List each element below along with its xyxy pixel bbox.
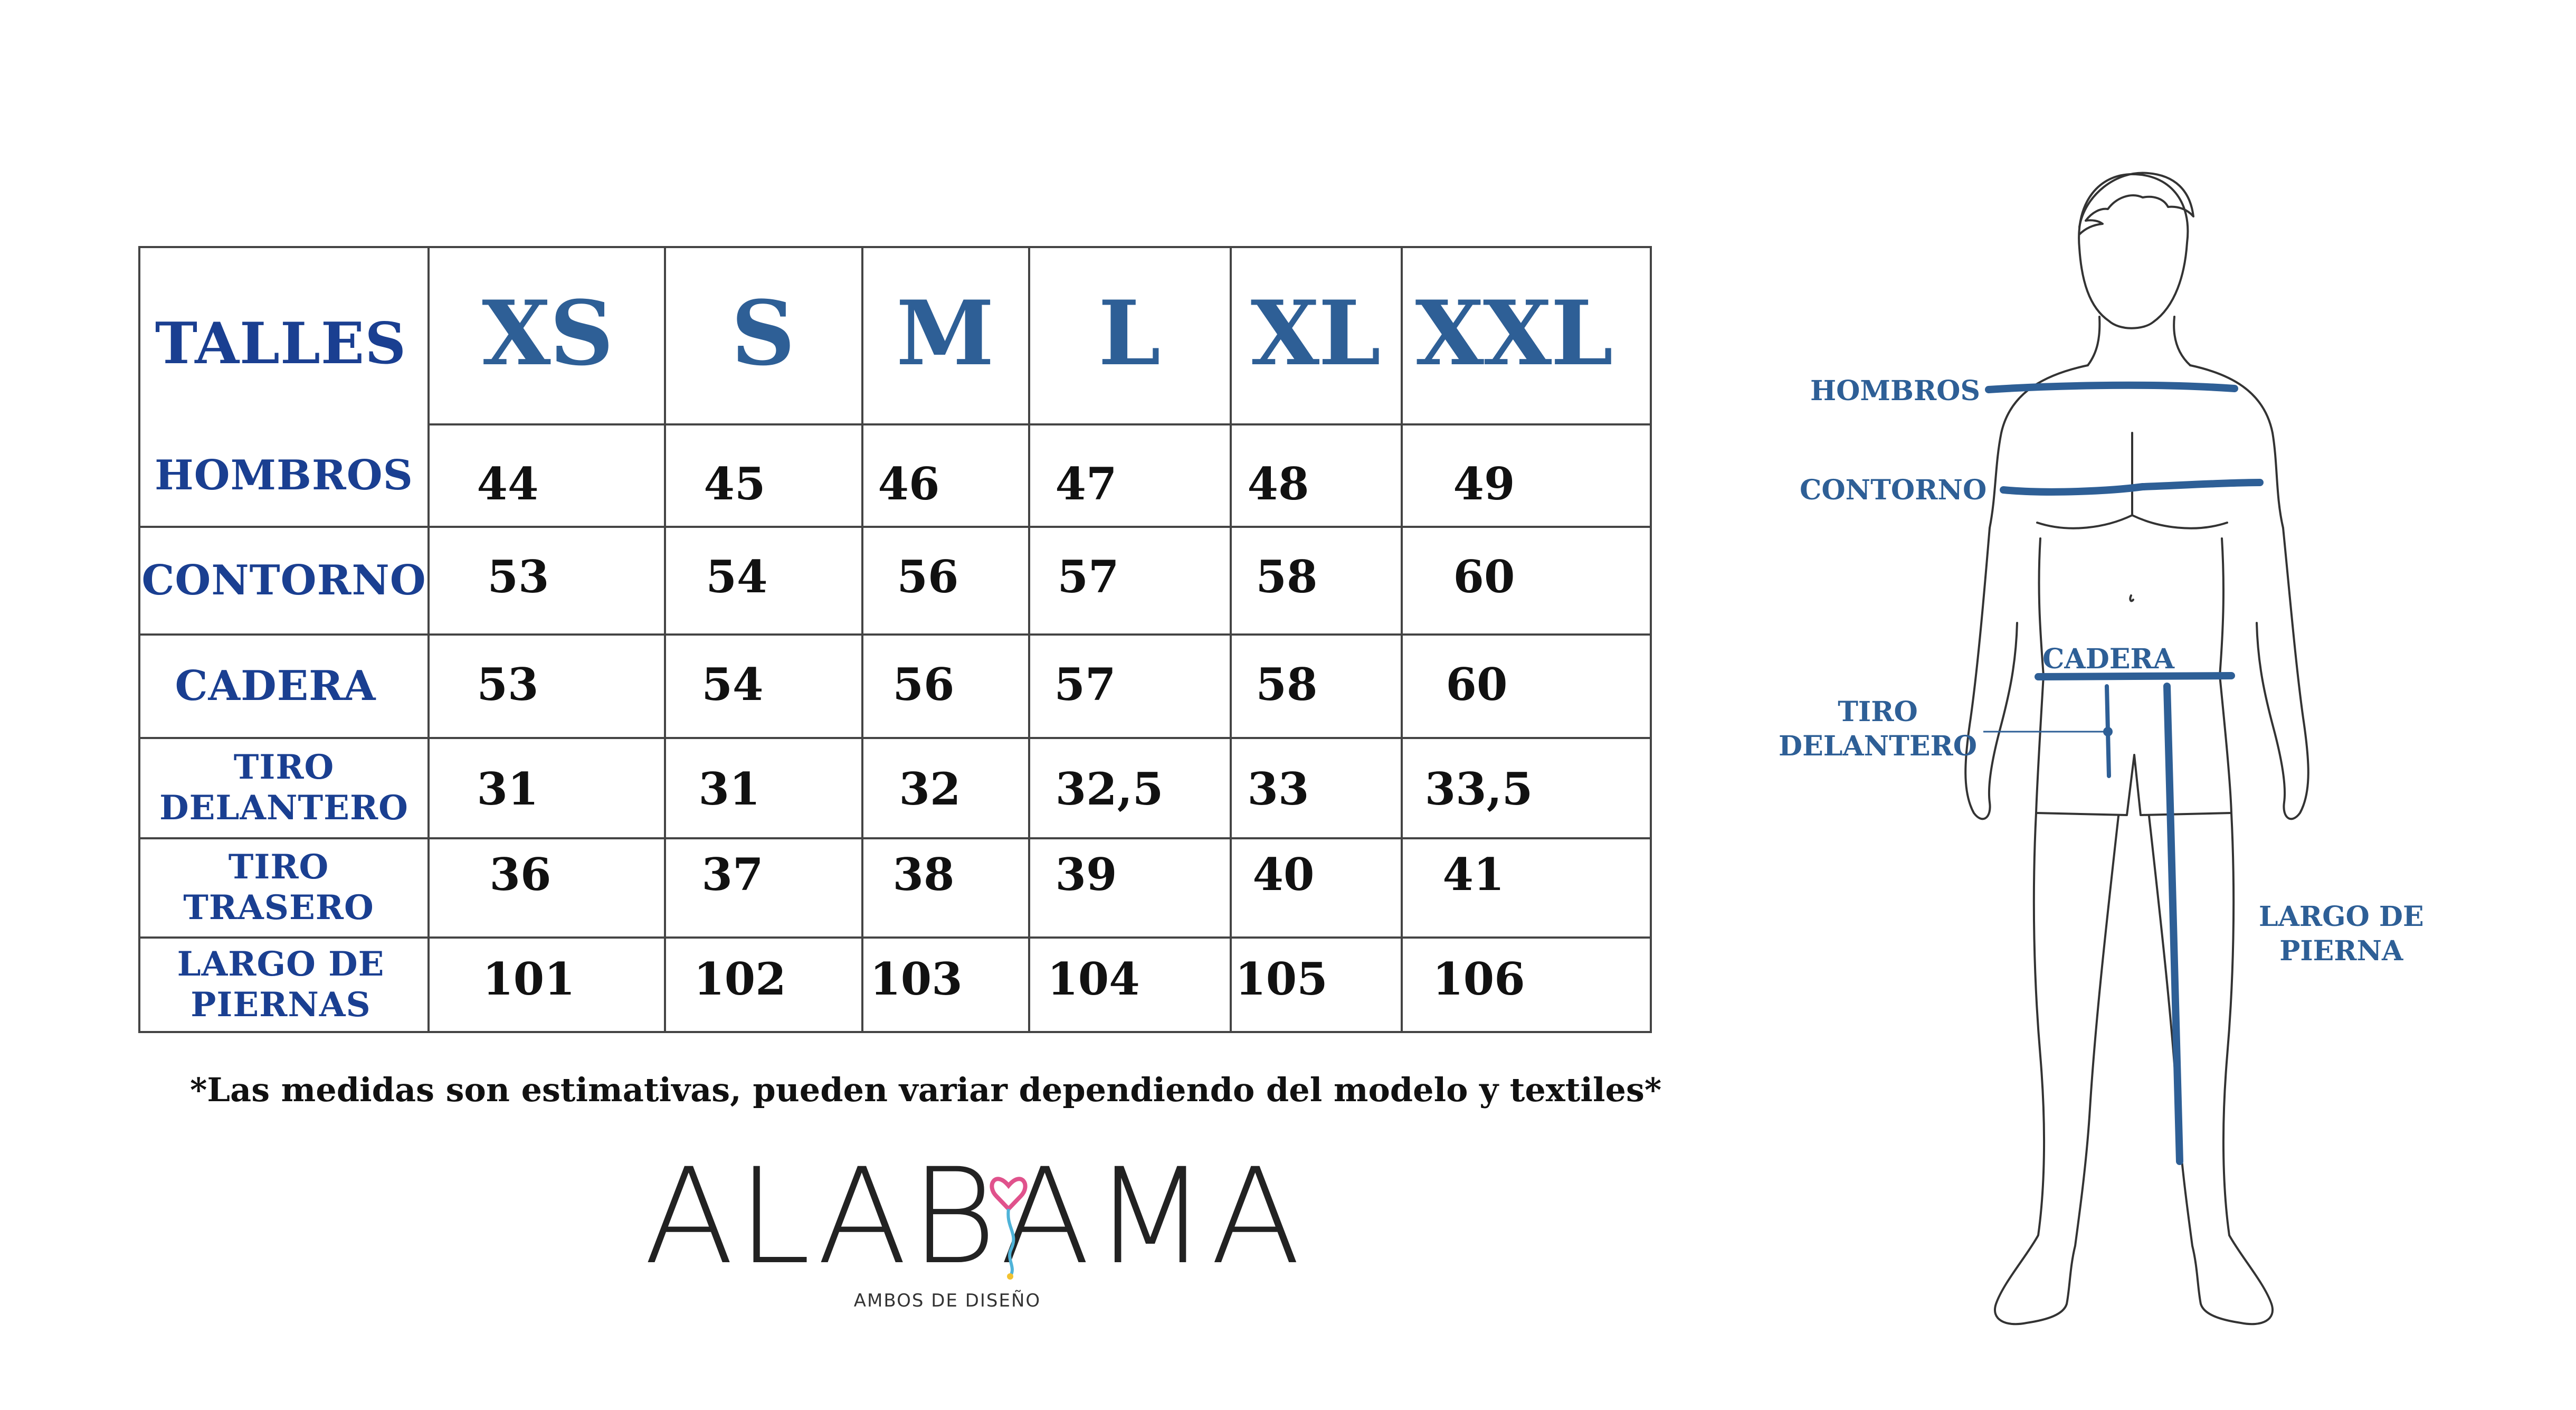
table-cell: 40	[1252, 848, 1315, 901]
table-cell: 101	[482, 952, 575, 1005]
table-cell: 106	[1432, 952, 1525, 1005]
table-cell: 104	[1047, 952, 1140, 1005]
disclaimer-note: *Las medidas son estimativas, pueden var…	[190, 1071, 1662, 1109]
table-corner-label: TALLES	[155, 310, 407, 377]
table-cell: 57	[1054, 658, 1116, 711]
table-cell: 46	[878, 457, 940, 510]
table-cell: 49	[1453, 457, 1515, 510]
table-cell: 32	[899, 762, 961, 815]
size-header-xxl: XXL	[1415, 281, 1613, 385]
table-row-divider	[138, 737, 1652, 739]
size-header-s: S	[731, 281, 795, 385]
size-header-xl: XL	[1250, 281, 1381, 385]
table-cell: 53	[477, 658, 539, 711]
brand-logo: ALABAMA AMBOS DE DISEÑO	[644, 1140, 1304, 1320]
table-cell: 36	[489, 848, 552, 901]
table-cell: 48	[1247, 457, 1309, 510]
table-cell: 56	[892, 658, 955, 711]
table-border-bottom	[138, 1031, 1652, 1033]
table-cell: 105	[1235, 952, 1328, 1005]
table-cell: 37	[701, 848, 764, 901]
table-cell: 58	[1256, 658, 1318, 711]
table-row-divider	[427, 423, 1652, 425]
stethoscope-heart-icon	[990, 1177, 1028, 1280]
size-header-xs: XS	[482, 281, 614, 385]
table-cell: 103	[870, 952, 963, 1005]
table-cell: 57	[1057, 550, 1119, 603]
table-col-divider	[861, 246, 863, 1033]
row-label-largo-piernas: LARGO DE PIERNAS	[177, 944, 385, 1025]
figure-label-hombros: HOMBROS	[1810, 375, 1981, 407]
table-border-top	[138, 246, 1652, 248]
table-cell: 38	[892, 848, 955, 901]
table-cell: 102	[693, 952, 786, 1005]
size-header-l: L	[1098, 281, 1161, 385]
figure-label-cadera: CADERA	[2042, 643, 2175, 675]
table-cell: 58	[1256, 550, 1318, 603]
row-label-contorno: CONTORNO	[141, 556, 426, 604]
table-row-divider	[138, 936, 1652, 939]
table-cell: 39	[1055, 848, 1117, 901]
table-cell: 47	[1055, 457, 1117, 510]
table-row-divider	[138, 837, 1652, 839]
row-label-cadera: CADERA	[175, 662, 376, 710]
table-row-divider	[138, 633, 1652, 636]
table-cell: 53	[487, 550, 549, 603]
table-cell: 33	[1247, 762, 1309, 815]
figure-label-largo-pierna: LARGO DE PIERNA	[2259, 901, 2424, 967]
table-cell: 54	[701, 658, 764, 711]
logo-tagline: AMBOS DE DISEÑO	[853, 1290, 1041, 1311]
table-border-right	[1650, 246, 1652, 1033]
row-label-hombros: HOMBROS	[154, 451, 413, 499]
table-cell: 31	[477, 762, 539, 815]
table-cell: 45	[704, 457, 766, 510]
body-outline-illustration	[1964, 172, 2309, 1326]
row-label-tiro-trasero: TIRO TRASERO	[183, 847, 374, 928]
table-cell: 54	[706, 550, 768, 603]
table-cell: 32,5	[1055, 762, 1164, 815]
table-col-divider	[664, 246, 666, 1033]
table-col-divider	[1028, 246, 1030, 1033]
table-cell: 44	[477, 457, 539, 510]
table-col-divider	[427, 246, 430, 1033]
table-col-divider	[1401, 246, 1403, 1033]
size-header-m: M	[896, 281, 994, 385]
table-row-divider	[138, 526, 1652, 528]
row-label-tiro-delantero: TIRO DELANTERO	[159, 747, 408, 828]
table-cell: 56	[897, 550, 959, 603]
size-table: TALLES XS S M L XL XXL HOMBROS CONTORNO …	[138, 246, 1652, 1033]
figure-label-contorno: CONTORNO	[1800, 474, 1987, 506]
table-cell: 31	[698, 762, 761, 815]
logo-wordmark: ALABAMA	[644, 1140, 1304, 1293]
table-col-divider	[1230, 246, 1232, 1033]
table-cell: 33,5	[1424, 762, 1533, 815]
table-cell: 60	[1446, 658, 1508, 711]
measurement-figure: HOMBROS CONTORNO CADERA TIRO DELANTERO L…	[1779, 158, 2470, 1351]
figure-label-tiro-delantero: TIRO DELANTERO	[1779, 696, 1978, 762]
table-cell: 60	[1453, 550, 1515, 603]
table-cell: 41	[1442, 848, 1505, 901]
table-border-left	[138, 246, 140, 1033]
